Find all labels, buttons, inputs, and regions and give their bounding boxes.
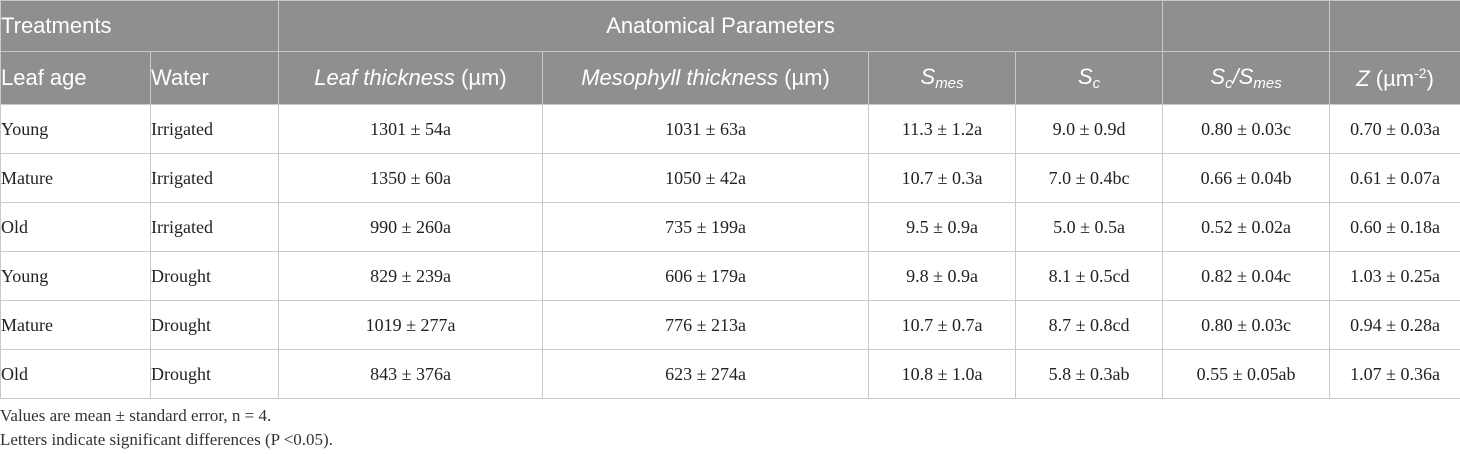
z-cell: 1.03 ± 0.25a bbox=[1329, 251, 1460, 301]
water-cell: Irrigated bbox=[149, 104, 280, 154]
z-cell: 0.70 ± 0.03a bbox=[1329, 104, 1460, 154]
smes-cell: 9.8 ± 0.9a bbox=[868, 251, 1017, 301]
footnote-mean-se: Values are mean ± standard error, n = 4. bbox=[0, 406, 272, 425]
mesophyll-thickness-header: Mesophyll thickness (µm) bbox=[542, 51, 870, 105]
mesophyll-thickness-cell: 776 ± 213a bbox=[542, 300, 870, 350]
header-row-columns: Leaf age Water Leaf thickness (µm) Mesop… bbox=[0, 51, 1460, 105]
leaf-thickness-cell: 843 ± 376a bbox=[278, 349, 544, 399]
anatomical-parameters-header: Anatomical Parameters bbox=[278, 0, 1164, 52]
z-header: Z (µm-2) bbox=[1329, 51, 1460, 105]
ratio-cell: 0.80 ± 0.03c bbox=[1162, 104, 1331, 154]
mesophyll-thickness-cell: 623 ± 274a bbox=[542, 349, 870, 399]
leaf-thickness-cell: 829 ± 239a bbox=[278, 251, 544, 301]
sc-cell: 8.7 ± 0.8cd bbox=[1015, 300, 1164, 350]
table-row: Young Drought 829 ± 239a 606 ± 179a 9.8 … bbox=[0, 251, 1460, 301]
z-cell: 0.60 ± 0.18a bbox=[1329, 202, 1460, 252]
ratio-cell: 0.52 ± 0.02a bbox=[1162, 202, 1331, 252]
sc-cell: 7.0 ± 0.4bc bbox=[1015, 153, 1164, 203]
table-row: Young Irrigated 1301 ± 54a 1031 ± 63a 11… bbox=[0, 104, 1460, 154]
water-cell: Drought bbox=[149, 349, 280, 399]
leaf-age-header: Leaf age bbox=[0, 51, 151, 105]
smes-header: Smes bbox=[868, 51, 1017, 105]
leaf-age-cell: Young bbox=[0, 251, 151, 301]
leaf-thickness-cell: 1019 ± 277a bbox=[278, 300, 544, 350]
header-blank-ratio bbox=[1162, 0, 1331, 52]
sc-cell: 8.1 ± 0.5cd bbox=[1015, 251, 1164, 301]
sc-cell: 5.0 ± 0.5a bbox=[1015, 202, 1164, 252]
ratio-cell: 0.55 ± 0.05ab bbox=[1162, 349, 1331, 399]
smes-cell: 10.7 ± 0.7a bbox=[868, 300, 1017, 350]
treatments-header: Treatments bbox=[0, 0, 280, 52]
smes-cell: 10.7 ± 0.3a bbox=[868, 153, 1017, 203]
sc-cell: 9.0 ± 0.9d bbox=[1015, 104, 1164, 154]
mesophyll-thickness-cell: 1050 ± 42a bbox=[542, 153, 870, 203]
table-row: Old Drought 843 ± 376a 623 ± 274a 10.8 ±… bbox=[0, 349, 1460, 399]
water-cell: Drought bbox=[149, 251, 280, 301]
leaf-thickness-cell: 1301 ± 54a bbox=[278, 104, 544, 154]
sc-smes-ratio-header: Sc/Smes bbox=[1162, 51, 1331, 105]
water-cell: Irrigated bbox=[149, 202, 280, 252]
leaf-age-cell: Mature bbox=[0, 300, 151, 350]
water-header: Water bbox=[149, 51, 280, 105]
z-cell: 1.07 ± 0.36a bbox=[1329, 349, 1460, 399]
smes-cell: 9.5 ± 0.9a bbox=[868, 202, 1017, 252]
mesophyll-thickness-cell: 735 ± 199a bbox=[542, 202, 870, 252]
leaf-age-cell: Mature bbox=[0, 153, 151, 203]
water-cell: Irrigated bbox=[149, 153, 280, 203]
leaf-age-cell: Old bbox=[0, 349, 151, 399]
sc-header: Sc bbox=[1015, 51, 1164, 105]
table-row: Mature Irrigated 1350 ± 60a 1050 ± 42a 1… bbox=[0, 153, 1460, 203]
z-cell: 0.94 ± 0.28a bbox=[1329, 300, 1460, 350]
anatomical-parameters-table: Treatments Anatomical Parameters Leaf ag… bbox=[0, 0, 1460, 399]
leaf-thickness-cell: 990 ± 260a bbox=[278, 202, 544, 252]
sc-cell: 5.8 ± 0.3ab bbox=[1015, 349, 1164, 399]
smes-cell: 10.8 ± 1.0a bbox=[868, 349, 1017, 399]
leaf-age-cell: Young bbox=[0, 104, 151, 154]
ratio-cell: 0.80 ± 0.03c bbox=[1162, 300, 1331, 350]
z-cell: 0.61 ± 0.07a bbox=[1329, 153, 1460, 203]
header-row-group: Treatments Anatomical Parameters bbox=[0, 0, 1460, 52]
ratio-cell: 0.82 ± 0.04c bbox=[1162, 251, 1331, 301]
leaf-thickness-header: Leaf thickness (µm) bbox=[278, 51, 544, 105]
table-row: Mature Drought 1019 ± 277a 776 ± 213a 10… bbox=[0, 300, 1460, 350]
footnote-significance: Letters indicate significant differences… bbox=[0, 430, 333, 449]
table-row: Old Irrigated 990 ± 260a 735 ± 199a 9.5 … bbox=[0, 202, 1460, 252]
mesophyll-thickness-cell: 1031 ± 63a bbox=[542, 104, 870, 154]
leaf-age-cell: Old bbox=[0, 202, 151, 252]
header-blank-z bbox=[1329, 0, 1460, 52]
mesophyll-thickness-cell: 606 ± 179a bbox=[542, 251, 870, 301]
smes-cell: 11.3 ± 1.2a bbox=[868, 104, 1017, 154]
leaf-thickness-cell: 1350 ± 60a bbox=[278, 153, 544, 203]
ratio-cell: 0.66 ± 0.04b bbox=[1162, 153, 1331, 203]
water-cell: Drought bbox=[149, 300, 280, 350]
